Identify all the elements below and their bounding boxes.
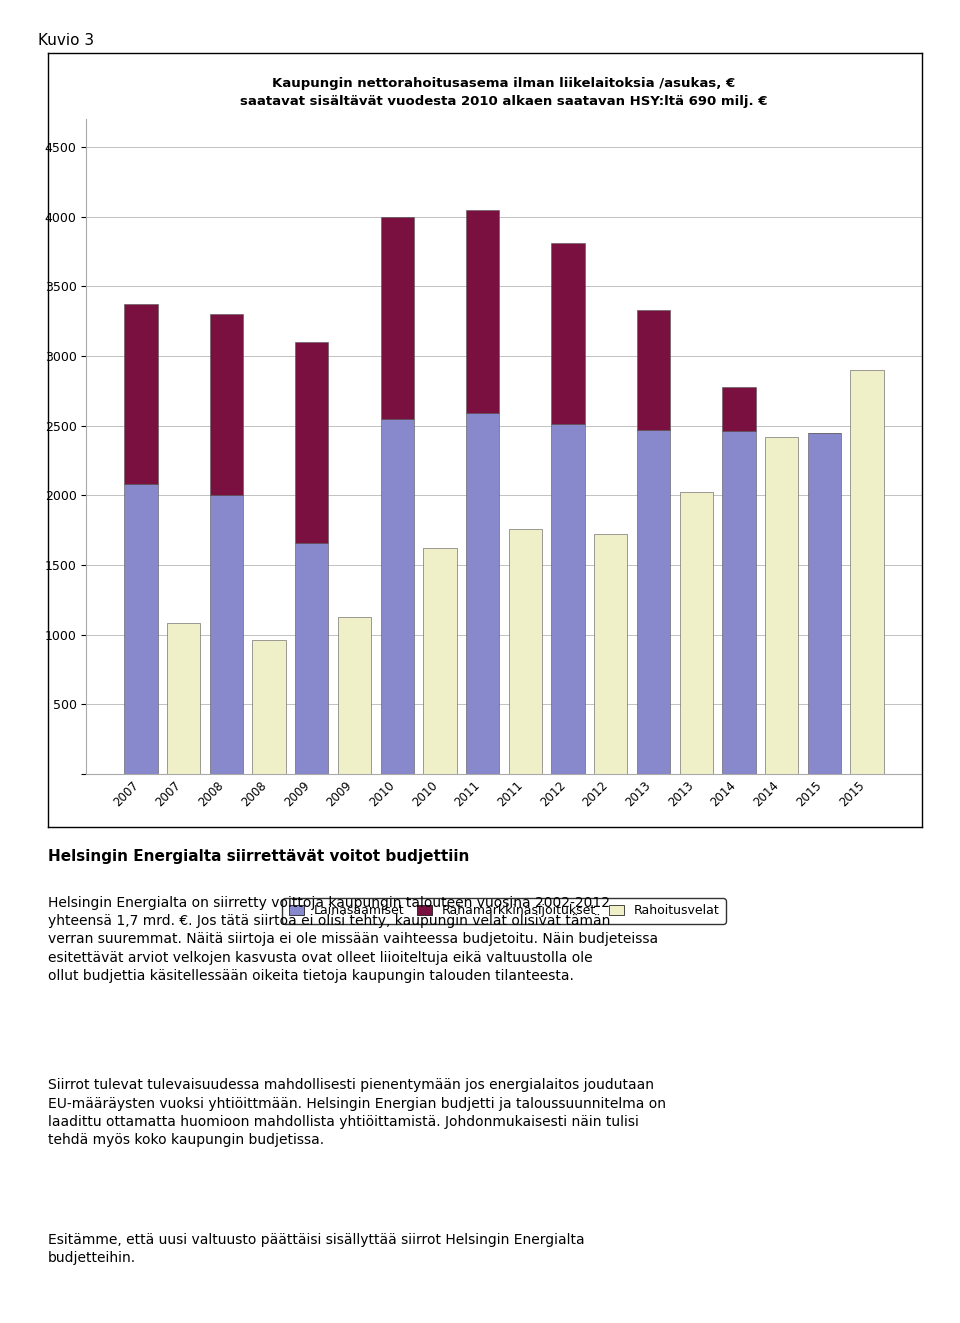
Text: Kuvio 3: Kuvio 3 <box>38 33 94 48</box>
Bar <box>423 548 457 774</box>
Bar <box>636 430 670 774</box>
Text: Siirrot tulevat tulevaisuudessa mahdollisesti pienentymään jos energialaitos jou: Siirrot tulevat tulevaisuudessa mahdolli… <box>48 1078 666 1147</box>
Bar <box>125 304 157 484</box>
Bar <box>125 484 157 774</box>
Bar <box>722 386 756 431</box>
Bar <box>380 217 414 418</box>
Title: Kaupungin nettorahoitusasema ilman liikelaitoksia /asukas, €
saatavat sisältävät: Kaupungin nettorahoitusasema ilman liike… <box>240 77 768 108</box>
Bar <box>551 425 585 774</box>
Bar <box>210 314 243 495</box>
Bar <box>722 431 756 774</box>
Bar <box>851 370 883 774</box>
Bar <box>594 534 628 774</box>
Bar <box>380 418 414 774</box>
Bar <box>295 343 328 542</box>
Bar <box>252 640 286 774</box>
Bar <box>807 433 841 774</box>
Bar <box>466 209 499 413</box>
Bar <box>167 623 201 774</box>
Bar <box>509 529 542 774</box>
Bar <box>765 437 798 774</box>
Bar <box>636 310 670 430</box>
Bar <box>295 542 328 774</box>
Text: Esitämme, että uusi valtuusto päättäisi sisällyttää siirrot Helsingin Energialta: Esitämme, että uusi valtuusto päättäisi … <box>48 1233 585 1265</box>
Bar <box>338 617 372 774</box>
Bar <box>210 495 243 774</box>
Bar <box>466 413 499 774</box>
Text: Helsingin Energialta siirrettävät voitot budjettiin: Helsingin Energialta siirrettävät voitot… <box>48 849 469 864</box>
Legend: Lainasaamiset, Rahamarkkinasijoitukset, Rahoitusvelat: Lainasaamiset, Rahamarkkinasijoitukset, … <box>282 898 726 923</box>
Bar <box>680 492 713 774</box>
Bar <box>551 243 585 425</box>
Text: Helsingin Energialta on siirretty voittoja kaupungin talouteen vuosina 2002-2012: Helsingin Energialta on siirretty voitto… <box>48 896 659 983</box>
